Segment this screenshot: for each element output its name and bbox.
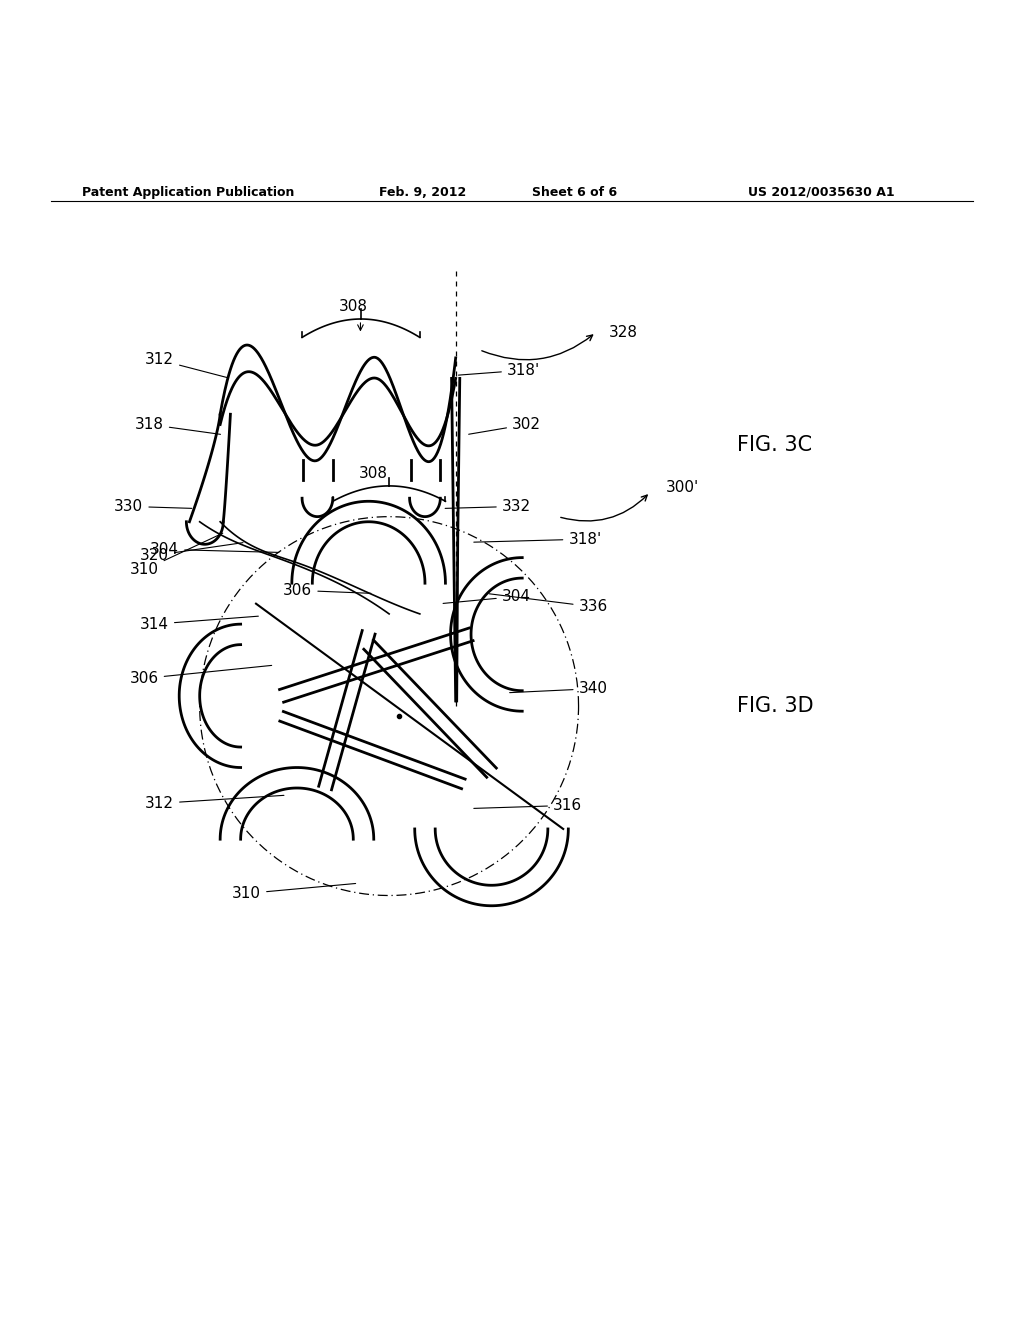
Text: 340: 340 bbox=[510, 681, 607, 696]
Text: 320: 320 bbox=[140, 543, 243, 564]
Text: Feb. 9, 2012: Feb. 9, 2012 bbox=[379, 186, 466, 199]
Text: 312: 312 bbox=[145, 352, 227, 378]
Text: 318': 318' bbox=[459, 363, 540, 378]
Text: 304: 304 bbox=[151, 543, 279, 557]
Text: 336: 336 bbox=[489, 594, 608, 614]
Text: 306: 306 bbox=[284, 583, 371, 598]
Text: 304: 304 bbox=[443, 589, 530, 605]
Text: FIG. 3D: FIG. 3D bbox=[737, 696, 814, 715]
Text: 330: 330 bbox=[115, 499, 191, 513]
Text: Sheet 6 of 6: Sheet 6 of 6 bbox=[532, 186, 617, 199]
Text: 308: 308 bbox=[359, 466, 388, 480]
Text: 314: 314 bbox=[140, 616, 258, 632]
Text: 306: 306 bbox=[130, 665, 271, 686]
Text: 318': 318' bbox=[474, 532, 601, 546]
Text: 318: 318 bbox=[135, 417, 220, 434]
Text: US 2012/0035630 A1: US 2012/0035630 A1 bbox=[748, 186, 894, 199]
Text: 310: 310 bbox=[130, 533, 223, 577]
Text: 300': 300' bbox=[666, 480, 698, 495]
Text: 308: 308 bbox=[339, 298, 368, 314]
Text: 328: 328 bbox=[609, 325, 638, 339]
Text: 302: 302 bbox=[469, 417, 541, 434]
Text: Patent Application Publication: Patent Application Publication bbox=[82, 186, 294, 199]
Text: 332: 332 bbox=[445, 499, 530, 513]
Text: 316: 316 bbox=[474, 797, 582, 813]
Text: 310: 310 bbox=[232, 883, 355, 902]
Text: FIG. 3C: FIG. 3C bbox=[737, 436, 812, 455]
Text: 312: 312 bbox=[145, 796, 284, 810]
